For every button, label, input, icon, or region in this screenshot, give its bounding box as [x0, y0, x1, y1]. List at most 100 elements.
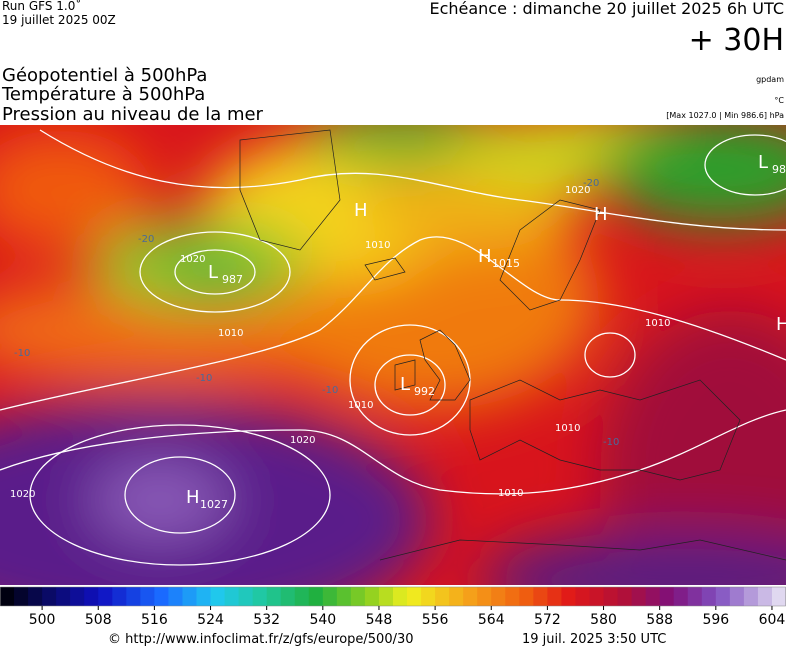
colorbar-cell [0, 587, 15, 606]
isobars [0, 129, 786, 566]
isobar-label: 1010 [498, 488, 523, 499]
temperature-label: -10 [603, 437, 619, 448]
colorbar-cell [266, 587, 282, 606]
colorbar-cell [547, 587, 562, 606]
isobar-label: 1020 [290, 435, 315, 446]
colorbar-cell [28, 587, 43, 606]
pressure-center-type: H [594, 204, 608, 225]
colorbar-cell [14, 587, 29, 606]
colorbar-label: 588 [646, 612, 673, 628]
isobar-label: 1010 [365, 240, 390, 251]
colorbar-cell [463, 587, 478, 606]
pressure-center-type: L [208, 262, 218, 283]
colorbar-cell [519, 587, 534, 606]
isobar-label: 1010 [555, 423, 580, 434]
pressure-center-type: H [776, 314, 786, 335]
temperature-label: -10 [14, 348, 30, 359]
colorbar-cell [729, 587, 745, 606]
colorbar-cell [196, 587, 212, 606]
colorbar-label: 580 [590, 612, 617, 628]
colorbar-cell [336, 587, 352, 606]
colorbar-cell [505, 587, 520, 606]
colorbar-cell [645, 587, 661, 606]
colorbar-cell [84, 587, 99, 606]
colorbar-cell [589, 587, 605, 606]
colorbar: 500 508 516 524 532 540 548 556 564 572 580 588 596 6… [0, 586, 786, 628]
pressure-center-type: H [478, 246, 492, 267]
colorbar-cell [561, 587, 576, 606]
colorbar-cell [617, 587, 633, 606]
isobar-label: 1010 [348, 400, 373, 411]
colorbar-cell [42, 587, 57, 606]
colorbar-cell [491, 587, 506, 606]
colorbar-cell [280, 587, 296, 606]
map-labels: L987H1015L992H1027L980HHH101010101010101… [10, 152, 786, 511]
colorbar-cell [477, 587, 492, 606]
unit: °C [774, 96, 784, 105]
run: Run GFS 1.0˚ [2, 0, 81, 13]
colorbar-label: 532 [253, 612, 280, 628]
colorbar-cell [533, 587, 548, 606]
colorbar-cell [407, 587, 422, 606]
pressure-center-type: L [758, 152, 768, 173]
pressure-center-value: 1027 [200, 498, 228, 511]
colorbar-cell [715, 587, 731, 606]
colorbar-cell [393, 587, 408, 606]
colorbar-cell [687, 587, 703, 606]
colorbar-cell [364, 587, 380, 606]
colorbar-cell [182, 587, 197, 606]
source: © http://www.infoclimat.fr/z/gfs/europe/… [108, 632, 414, 647]
footer-date: 19 juil. 2025 3:50 UTC [522, 632, 666, 647]
field-name: Température à 500hPa [1, 84, 205, 105]
isobar-label: 1020 [565, 185, 590, 196]
isobar-label: 1010 [218, 328, 243, 339]
colorbar-cell [140, 587, 155, 606]
colorbar-cell [603, 587, 619, 606]
unit: gpdam [756, 75, 784, 84]
colorbar-cell [210, 587, 226, 606]
colorbar-cell [743, 587, 759, 606]
colorbar-cell [771, 587, 786, 606]
isobar-label: 1020 [180, 254, 205, 265]
pressure-center-type: L [400, 374, 410, 395]
colorbar-cell [70, 587, 85, 606]
temperature-label: -20 [138, 234, 154, 245]
temperature-label: -10 [196, 373, 212, 384]
colorbar-cell [435, 587, 450, 606]
pressure-center-type: H [354, 200, 368, 221]
colorbar-label: 516 [141, 612, 168, 628]
colorbar-cell [154, 587, 169, 606]
temperature-label: -10 [322, 385, 338, 396]
colorbar-cell [294, 587, 310, 606]
colorbar-cell [378, 587, 394, 606]
colorbar-label: 500 [29, 612, 56, 628]
lead-time: + 30H [689, 23, 784, 58]
colorbar-cell [350, 587, 366, 606]
colorbar-cell [308, 587, 324, 606]
colorbar-cell [631, 587, 647, 606]
pressure-center-value: 980 [772, 163, 786, 176]
temperature-label: -20 [583, 178, 599, 189]
unit: [Max 1027.0 | Min 986.6] hPa [666, 111, 784, 120]
run-date: 19 juillet 2025 00Z [2, 13, 116, 27]
colorbar-label: 508 [85, 612, 112, 628]
colorbar-cell [126, 587, 141, 606]
colorbar-label: 540 [309, 612, 336, 628]
colorbar-cell [252, 587, 268, 606]
colorbar-cell [238, 587, 254, 606]
coastlines [239, 129, 786, 561]
colorbar-label: 572 [534, 612, 561, 628]
pressure-center-value: 992 [414, 385, 435, 398]
colorbar-cell [659, 587, 675, 606]
colorbar-cell [168, 587, 183, 606]
colorbar-cell [701, 587, 717, 606]
colorbar-cell [421, 587, 436, 606]
map: L987H1015L992H1027L980HHH101010101010101… [0, 125, 786, 585]
pressure-center-value: 987 [222, 273, 243, 286]
colorbar-cell [673, 587, 689, 606]
valid-time: Echéance : dimanche 20 juillet 2025 6h U… [429, 0, 784, 18]
colorbar-label: 524 [197, 612, 224, 628]
colorbar-label: 556 [422, 612, 449, 628]
